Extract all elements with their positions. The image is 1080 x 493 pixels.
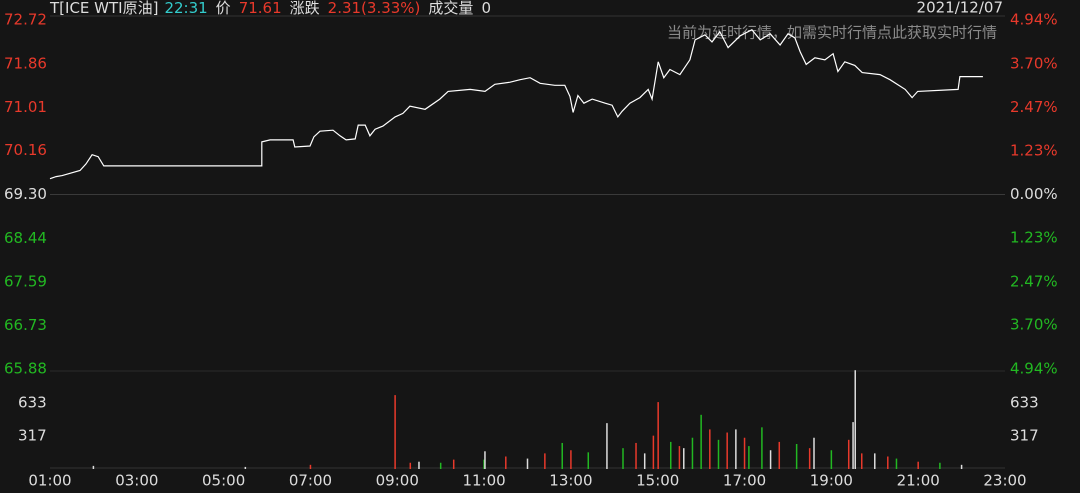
volume-label: 成交量 <box>428 0 473 17</box>
volume-bar <box>795 443 798 469</box>
volume-bar <box>635 442 637 469</box>
change-label: 涨跌 <box>290 0 320 17</box>
y2-tick-label: 4.94% <box>1010 11 1058 29</box>
x-tick-label: 11:00 <box>462 472 505 490</box>
y-tick-label: 68.44 <box>4 229 47 247</box>
volume-bar <box>683 448 685 469</box>
price-line <box>49 28 983 180</box>
x-tick-label: 17:00 <box>723 472 766 490</box>
volume-bar <box>726 432 728 469</box>
volume-bar <box>691 437 694 469</box>
volume-bar <box>561 442 563 469</box>
volume-tick-label: 317 <box>18 426 47 444</box>
volume-bar <box>887 456 889 469</box>
price-label: 价 <box>216 0 231 17</box>
volume-bar <box>606 423 608 469</box>
volume-bar <box>808 448 811 469</box>
volume-bar <box>895 458 898 469</box>
y2-tick-label: 1.23% <box>1010 228 1058 246</box>
x-tick-label: 09:00 <box>376 472 419 490</box>
volume-tick-label-right: 317 <box>1010 426 1039 444</box>
volume-tick-label-right: 633 <box>1010 394 1039 412</box>
y-tick-label: 71.01 <box>4 98 47 116</box>
volume-bar <box>939 462 941 469</box>
x-tick-label: 07:00 <box>289 472 332 490</box>
y2-tick-label: 2.47% <box>1010 98 1058 116</box>
volume-bar <box>505 456 507 469</box>
volume-bar <box>700 414 702 469</box>
volume-bar <box>813 437 815 469</box>
volume-bar <box>960 464 963 469</box>
volume-bar <box>861 453 863 469</box>
volume-bar <box>570 450 572 469</box>
y-tick-label: 71.86 <box>4 54 47 72</box>
y2-tick-label: 0.00% <box>1010 185 1058 203</box>
y2-tick-label: 1.23% <box>1010 142 1058 160</box>
volume-bar <box>847 439 850 469</box>
x-tick-label: 23:00 <box>983 472 1026 490</box>
volume-bar <box>309 464 312 469</box>
volume-bar <box>748 446 750 469</box>
volume-bar <box>830 450 833 469</box>
volume-bar <box>670 441 672 469</box>
y-tick-label: 69.30 <box>4 185 47 203</box>
volume-bar <box>735 429 737 469</box>
volume-bar <box>769 450 772 469</box>
x-tick-label: 19:00 <box>810 472 853 490</box>
date: 2021/12/07 <box>917 0 1003 17</box>
volume-bar <box>439 462 442 469</box>
volume-bar <box>526 458 529 469</box>
volume-bar <box>778 441 781 469</box>
x-tick-label: 21:00 <box>897 472 940 490</box>
y2-tick-label: 4.94% <box>1010 360 1058 378</box>
volume-bar <box>743 437 746 469</box>
volume-bar <box>587 452 590 469</box>
time: 22:31 <box>164 0 207 17</box>
volume: 0 <box>481 0 491 17</box>
x-tick-label: 01:00 <box>28 472 71 490</box>
y-tick-label: 67.59 <box>4 272 47 290</box>
volume-bar <box>418 461 420 469</box>
volume-bar <box>709 429 711 469</box>
delay-notice[interactable]: 当前为延时行情，如需实时行情点此获取实时行情 <box>667 24 997 42</box>
volume-bar <box>483 459 485 469</box>
volume-bar <box>409 462 412 469</box>
volume-bar <box>544 453 546 469</box>
y-tick-label: 65.88 <box>4 360 47 378</box>
y-tick-label: 70.16 <box>4 141 47 159</box>
x-tick-label: 03:00 <box>115 472 158 490</box>
volume-bar <box>761 427 763 469</box>
volume-bar <box>244 466 247 469</box>
volume-bar <box>622 448 624 469</box>
volume-bar <box>854 370 856 469</box>
header: T[ICE WTI原油] 22:31 价 71.61 涨跌 2.31(3.33%) 成交量 0 <box>49 0 491 17</box>
x-tick-label: 05:00 <box>202 472 245 490</box>
volume-bar <box>652 435 655 469</box>
y2-tick-label: 2.47% <box>1010 272 1058 290</box>
volume-bar <box>717 439 720 469</box>
volume-bar <box>643 453 646 469</box>
volume-bar <box>484 451 486 469</box>
volume-bar <box>452 459 455 469</box>
x-tick-label: 15:00 <box>636 472 679 490</box>
x-tick-label: 13:00 <box>549 472 592 490</box>
volume-tick-label: 633 <box>18 394 47 412</box>
y2-tick-label: 3.70% <box>1010 54 1058 72</box>
volume-bar <box>874 453 876 469</box>
volume-bar <box>852 422 854 469</box>
y-tick-label: 72.72 <box>4 11 47 29</box>
change: 2.31(3.33%) <box>328 0 421 17</box>
y-tick-label: 66.73 <box>4 316 47 334</box>
volume-bar <box>92 465 95 469</box>
volume-bar <box>657 402 659 469</box>
y2-tick-label: 3.70% <box>1010 316 1058 334</box>
symbol: T[ICE WTI原油] <box>49 0 158 17</box>
volume-bar <box>678 446 681 469</box>
price: 71.61 <box>239 0 282 17</box>
volume-bar <box>394 395 396 469</box>
volume-bar <box>917 461 919 469</box>
